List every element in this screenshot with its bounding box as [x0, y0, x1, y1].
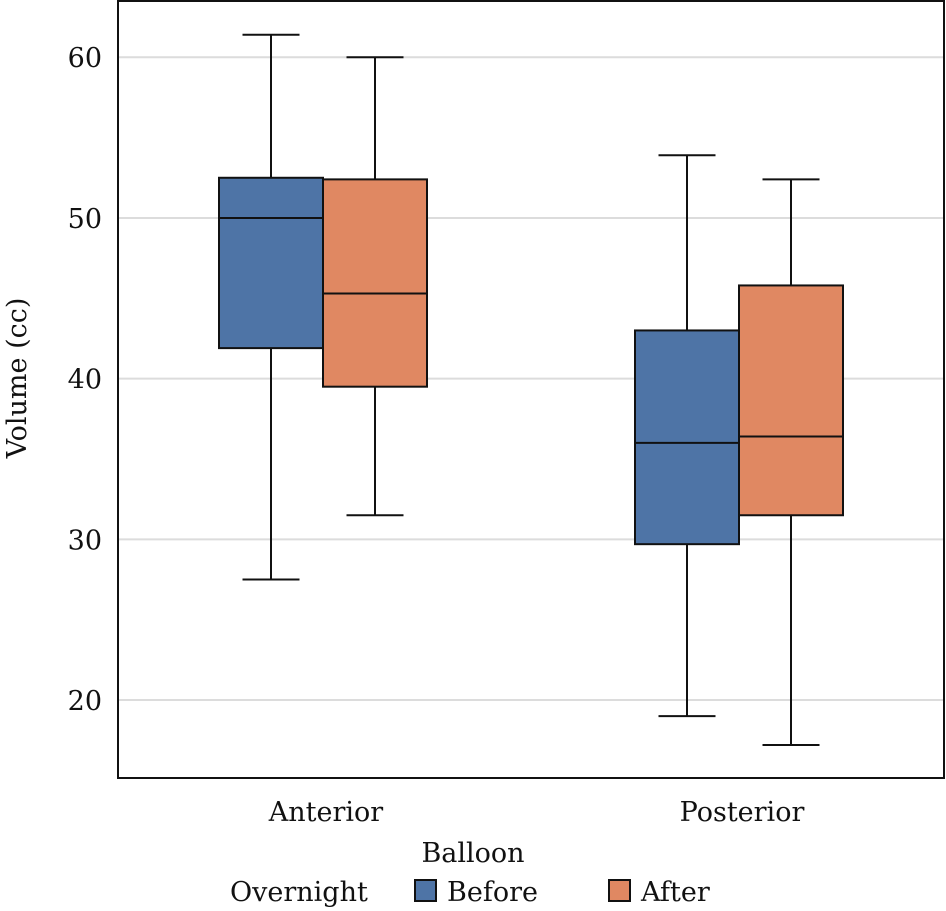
iqr-box	[218, 176, 324, 350]
y-tick-label: 40	[68, 365, 102, 396]
x-axis-label: Balloon	[421, 838, 524, 869]
x-axis-ticks: Anterior Posterior	[268, 797, 805, 828]
legend-entry-after: After	[608, 877, 710, 908]
iqr-box	[738, 284, 844, 517]
box-before-posterior	[634, 154, 740, 718]
legend-entry-before: Before	[414, 877, 538, 908]
iqr-box	[322, 178, 428, 388]
box-after-posterior	[738, 178, 844, 747]
legend: Overnight Before After	[230, 877, 710, 908]
x-tick-label: Posterior	[680, 797, 805, 828]
box-after-anterior	[322, 56, 428, 517]
y-tick-label: 20	[68, 686, 102, 717]
box-series	[218, 33, 844, 747]
legend-swatch	[414, 879, 437, 902]
iqr-box	[634, 329, 740, 546]
plot-frame	[117, 0, 945, 779]
legend-label: After	[640, 877, 710, 908]
y-tick-label: 30	[68, 525, 102, 556]
y-axis-ticks: 20 30 40 50 60	[68, 43, 102, 717]
x-tick-label: Anterior	[268, 797, 384, 828]
box-before-anterior	[218, 33, 324, 581]
y-tick-label: 50	[68, 204, 102, 235]
legend-swatch	[608, 879, 631, 902]
legend-title: Overnight	[230, 877, 368, 908]
y-tick-label: 60	[68, 43, 102, 74]
y-axis-label: Volume (cc)	[2, 298, 33, 460]
legend-label: Before	[447, 877, 538, 908]
